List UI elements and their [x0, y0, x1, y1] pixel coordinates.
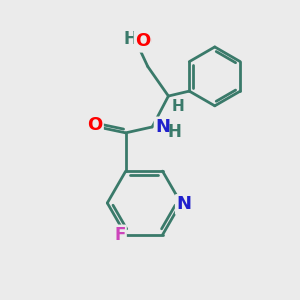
Text: H: H: [123, 30, 137, 48]
Text: O: O: [87, 116, 102, 134]
Text: O: O: [136, 33, 151, 51]
Text: N: N: [176, 196, 191, 214]
Text: H: H: [172, 99, 185, 114]
Text: N: N: [155, 118, 170, 136]
Text: H: H: [126, 31, 140, 49]
Text: F: F: [114, 226, 125, 244]
Text: H: H: [167, 123, 182, 141]
Text: O: O: [135, 32, 150, 50]
